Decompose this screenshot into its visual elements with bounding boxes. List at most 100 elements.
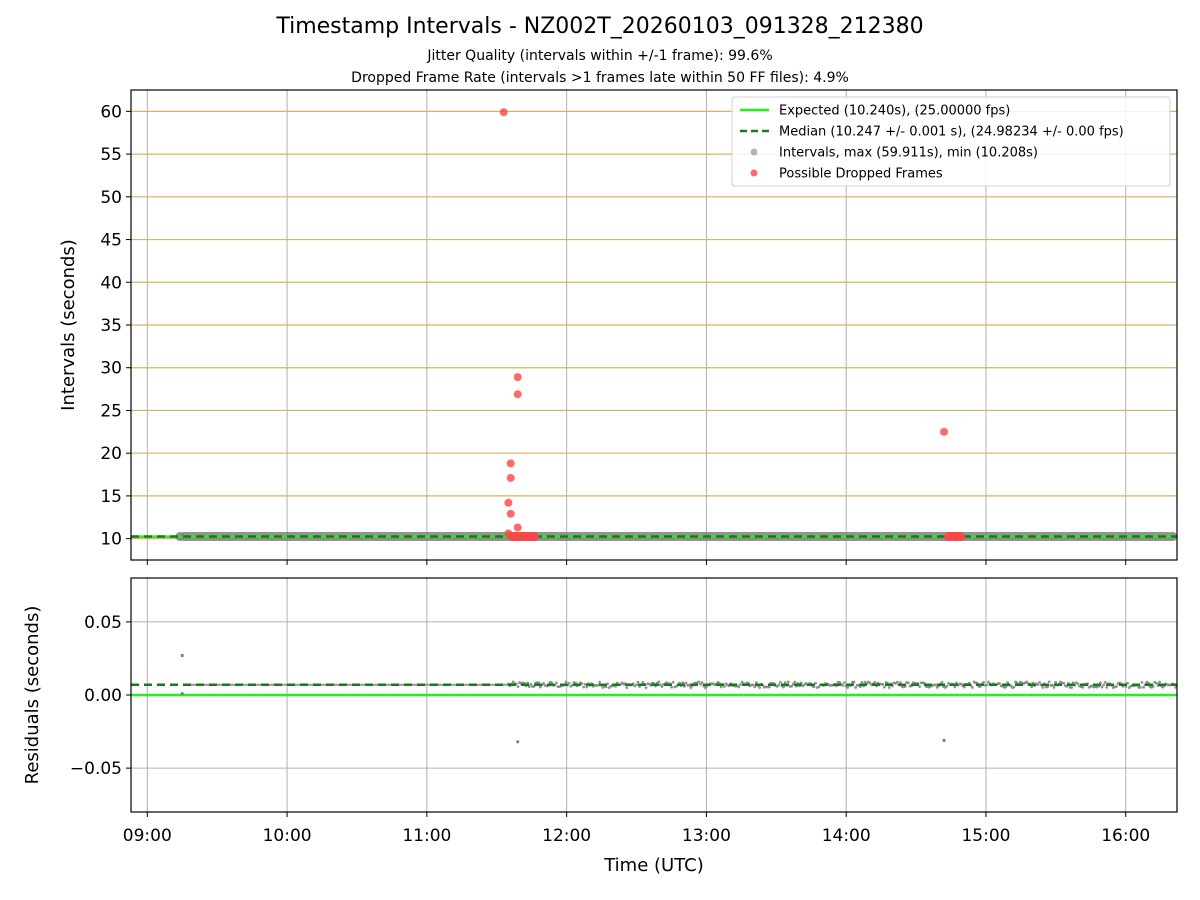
residual-point (598, 680, 601, 684)
residual-point (554, 681, 558, 685)
residuals-dense-scatter (506, 680, 1177, 690)
residual-point (873, 681, 877, 684)
residual-point (1100, 685, 1104, 689)
dropped-frame-point (513, 390, 522, 399)
intervals-y-tick-label: 10 (100, 530, 122, 550)
residual-point (537, 681, 541, 685)
legend: Expected (10.240s), (25.00000 fps) Median… (731, 96, 1171, 187)
residual-point (1009, 684, 1013, 688)
residual-point (660, 685, 664, 688)
x-tick-label: 15:00 (961, 826, 1010, 846)
residual-point (1070, 686, 1073, 689)
residual-point (567, 681, 571, 685)
residual-point (644, 686, 648, 690)
intervals-x-ticks (146, 560, 1127, 565)
residual-point (1103, 680, 1107, 684)
legend-label-intervals: Intervals, max (59.911s), min (10.208s) (779, 146, 1038, 161)
intervals-y-tick-label: 25 (100, 401, 122, 421)
residual-point (681, 681, 685, 685)
residual-point (841, 683, 845, 687)
intervals-y-axis-label: Intervals (seconds) (58, 239, 79, 411)
residual-point (962, 685, 966, 689)
residual-point (838, 680, 841, 684)
residual-point (671, 680, 675, 684)
dropped-frame-point (504, 529, 513, 538)
residual-outlier-point (180, 653, 184, 658)
residual-point (511, 680, 515, 684)
legend-dropped-swatch (750, 169, 758, 177)
residual-point (516, 685, 520, 689)
residuals-y-ticks: 0.05 0.00 −0.05 (70, 613, 131, 779)
residual-point (817, 685, 821, 689)
residual-point (697, 680, 701, 684)
residual-point (719, 685, 723, 689)
residual-point (1142, 685, 1145, 689)
intervals-y-tick-label: 30 (100, 359, 122, 379)
residual-point (953, 685, 957, 689)
chart-subtitle-dropped: Dropped Frame Rate (intervals >1 frames … (351, 70, 849, 86)
x-axis-label: Time (UTC) (603, 855, 704, 876)
chart-title: Timestamp Intervals - NZ002T_20260103_09… (276, 14, 924, 39)
residual-point (700, 681, 704, 685)
residual-point (985, 683, 989, 687)
residual-point (1054, 680, 1057, 684)
residual-point (778, 680, 782, 684)
residual-point (1105, 685, 1109, 689)
residual-point (854, 686, 857, 689)
residual-point (1036, 683, 1040, 687)
residual-point (1138, 686, 1142, 689)
residual-point (580, 682, 584, 685)
x-tick-label: 12:00 (542, 826, 591, 846)
residual-point (882, 685, 886, 689)
x-tick-label: 10:00 (263, 826, 312, 846)
residual-point (1006, 681, 1009, 685)
x-tick-label: 14:00 (822, 826, 871, 846)
dropped-frames-cluster (508, 532, 539, 541)
residual-point (636, 680, 640, 684)
residual-outlier-point (516, 740, 520, 744)
residual-point (1052, 685, 1056, 689)
residual-point (777, 683, 781, 687)
dropped-frame-point (504, 498, 513, 507)
residual-point (812, 685, 816, 689)
residual-point (1102, 683, 1105, 687)
residual-point (934, 683, 937, 687)
x-tick-label: 09:00 (123, 826, 172, 846)
residual-point (1038, 680, 1041, 684)
residual-point (542, 682, 545, 685)
residual-point (1041, 686, 1045, 689)
intervals-y-tick-label: 45 (100, 231, 122, 251)
residual-point (940, 680, 944, 684)
residual-point (1140, 681, 1144, 684)
residual-point (959, 682, 963, 686)
residual-point (970, 686, 974, 689)
residual-point (783, 681, 787, 684)
residual-point (1081, 685, 1085, 689)
x-tick-label: 13:00 (682, 826, 731, 846)
residual-point (1004, 685, 1008, 689)
residual-point (1158, 680, 1161, 684)
residual-point (657, 680, 661, 684)
residual-point (604, 685, 608, 689)
residual-point (1076, 682, 1080, 686)
residual-point (846, 686, 849, 689)
residual-point (1062, 681, 1065, 685)
residual-point (842, 681, 846, 684)
residual-point (1050, 683, 1054, 687)
residual-point (906, 681, 910, 685)
residuals-y-tick-label: −0.05 (70, 759, 122, 779)
intervals-y-ticks: 10 15 20 25 30 35 40 45 50 55 60 (100, 102, 131, 550)
residual-point (998, 682, 1001, 685)
dropped-frame-point (506, 509, 515, 518)
intervals-y-tick-label: 55 (100, 145, 122, 165)
residuals-y-axis-label: Residuals (seconds) (22, 606, 43, 785)
residual-point (868, 681, 872, 685)
residual-point (982, 680, 985, 684)
residual-point (887, 686, 891, 689)
intervals-y-tick-label: 40 (100, 273, 122, 293)
residuals-series (131, 653, 1177, 744)
legend-label-expected: Expected (10.240s), (25.00000 fps) (779, 104, 1010, 119)
residual-point (754, 681, 758, 684)
legend-intervals-swatch (750, 148, 758, 156)
residual-point (583, 682, 587, 686)
